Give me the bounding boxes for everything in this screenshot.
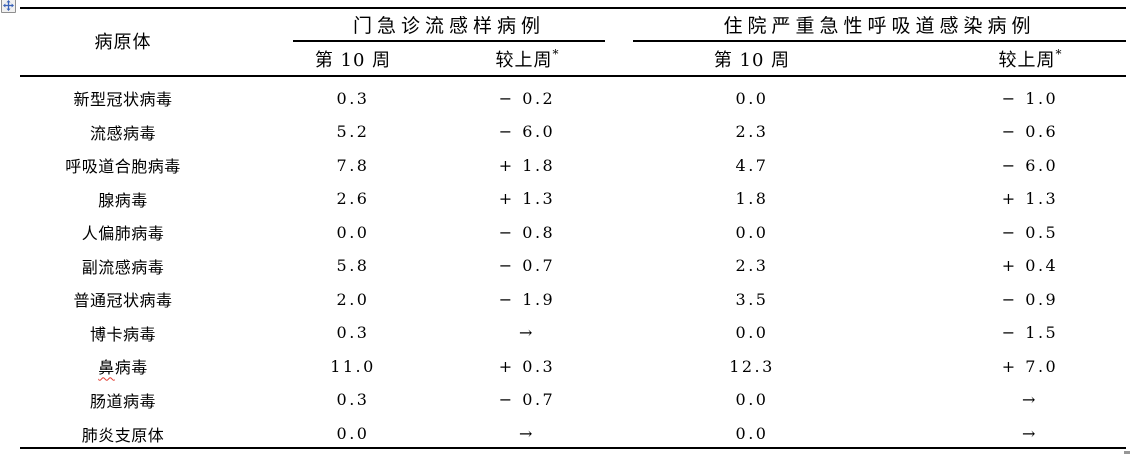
- ili-week10-cell: 0.3: [336, 323, 370, 343]
- subheader-ili-change: 较上周 *: [495, 46, 559, 71]
- table-row: 肠道病毒 0.3 − 0.7 0.0 →: [0, 383, 1131, 417]
- ili-week10-cell: 0.3: [336, 390, 370, 410]
- ili-week10-cell: 2.6: [336, 189, 370, 209]
- ili-week10-cell: 0.0: [336, 424, 370, 443]
- pathogen-cell: 肺炎支原体: [81, 425, 165, 445]
- sari-week10-cell: 0.0: [735, 222, 769, 242]
- pathogen-cell: 呼吸道合胞病毒: [65, 157, 181, 177]
- ili-change-cell: − 0.7: [498, 256, 556, 276]
- pathogen-cell: 博卡病毒: [89, 324, 156, 344]
- sari-week10-cell: 0.0: [735, 424, 769, 443]
- ili-week10-cell: 0.3: [336, 88, 370, 108]
- table-top-rule: [20, 7, 1126, 9]
- ili-change-cell: − 1.9: [498, 289, 556, 309]
- sari-change-cell: − 0.6: [1001, 122, 1059, 142]
- table-resize-handle[interactable]: [1124, 451, 1130, 454]
- ili-change-cell: + 1.3: [498, 189, 556, 209]
- sari-week10-cell: 12.3: [729, 356, 775, 376]
- sari-change-cell: →: [1022, 424, 1038, 443]
- pathogen-cell: 肠道病毒: [89, 391, 156, 411]
- sari-change-cell: + 7.0: [1001, 356, 1059, 376]
- table-move-handle-icon[interactable]: [1, 0, 16, 13]
- pathogen-cell: 鼻病毒: [20, 349, 226, 383]
- ili-change-cell: →: [519, 424, 535, 443]
- sari-week10-cell: 2.3: [735, 256, 769, 276]
- sari-change-cell: − 1.5: [1001, 323, 1059, 343]
- subheader-label: 较上周: [998, 49, 1056, 71]
- subheader-label: 第 10 周: [314, 49, 392, 71]
- ili-change-cell: + 1.8: [498, 155, 556, 175]
- ili-change-cell: + 0.3: [498, 356, 556, 376]
- table-bottom-rule: [20, 447, 1126, 449]
- group2-underline-rule: [633, 40, 1126, 42]
- corner-header-pathogen: 病原体: [94, 32, 152, 53]
- sari-change-cell: − 0.9: [1001, 289, 1059, 309]
- sari-week10-cell: 0.0: [735, 390, 769, 410]
- pathogen-cell: 腺病毒: [98, 190, 148, 210]
- subheader-label: 第 10 周: [713, 49, 791, 71]
- table-row: 肺炎支原体 0.0 → 0.0 →: [0, 417, 1131, 451]
- spellcheck-underlined-char: 鼻: [98, 358, 115, 378]
- pathogen-cell: 新型冠状病毒: [73, 90, 173, 109]
- sari-week10-cell: 3.5: [735, 289, 769, 309]
- ili-change-cell: − 0.2: [498, 88, 556, 108]
- sari-week10-cell: 0.0: [735, 88, 769, 108]
- pathogen-cell: 人偏肺病毒: [81, 224, 165, 244]
- subheader-sari-change: 较上周 *: [998, 46, 1062, 71]
- table-row: 普通冠状病毒 2.0 − 1.9 3.5 − 0.9: [0, 282, 1131, 316]
- table-row: 人偏肺病毒 0.0 − 0.8 0.0 − 0.5: [0, 215, 1131, 249]
- table-row: 新型冠状病毒 0.3 − 0.2 0.0 − 1.0: [0, 81, 1131, 115]
- sari-change-cell: + 0.4: [1001, 256, 1059, 276]
- table-row: 腺病毒 2.6 + 1.3 1.8 + 1.3: [0, 182, 1131, 216]
- ili-week10-cell: 5.8: [336, 256, 370, 276]
- header-bottom-rule: [20, 75, 1126, 77]
- ili-week10-cell: 7.8: [336, 155, 370, 175]
- table-row: 鼻病毒 11.0 + 0.3 12.3 + 7.0: [0, 349, 1131, 383]
- table-row: 副流感病毒 5.8 − 0.7 2.3 + 0.4: [0, 249, 1131, 283]
- ili-change-cell: − 0.7: [498, 390, 556, 410]
- ili-week10-cell: 11.0: [330, 356, 376, 376]
- sari-week10-cell: 0.0: [735, 323, 769, 343]
- subheader-label: 较上周: [495, 49, 553, 71]
- sari-week10-cell: 2.3: [735, 122, 769, 142]
- group1-underline-rule: [293, 40, 605, 42]
- ili-week10-cell: 0.0: [336, 222, 370, 242]
- pathogen-cell: 普通冠状病毒: [73, 291, 173, 311]
- sari-week10-cell: 4.7: [735, 155, 769, 175]
- sari-change-cell: − 0.5: [1001, 222, 1059, 242]
- sari-change-cell: + 1.3: [1001, 189, 1059, 209]
- sari-change-cell: − 6.0: [1001, 155, 1059, 175]
- move-cross-icon: [3, 0, 14, 11]
- pathogen-cell: 流感病毒: [89, 123, 156, 143]
- table-row: 呼吸道合胞病毒 7.8 + 1.8 4.7 − 6.0: [0, 148, 1131, 182]
- ili-change-cell: − 0.8: [498, 222, 556, 242]
- subheader-sari-week10: 第 10 周: [672, 43, 832, 74]
- sari-change-cell: − 1.0: [1001, 88, 1059, 108]
- pathogen-cell: 副流感病毒: [81, 257, 165, 277]
- sari-week10-cell: 1.8: [735, 189, 769, 209]
- subheader-ili-week10: 第 10 周: [273, 43, 433, 74]
- group-header-ili: 门急诊流感样病例: [352, 15, 545, 37]
- ili-week10-cell: 5.2: [336, 122, 370, 142]
- ili-week10-cell: 2.0: [336, 289, 370, 309]
- ili-change-cell: − 6.0: [498, 122, 556, 142]
- group-header-sari: 住院严重急性呼吸道感染病例: [723, 15, 1036, 37]
- table-row: 博卡病毒 0.3 → 0.0 − 1.5: [0, 316, 1131, 350]
- ili-change-cell: →: [519, 323, 535, 343]
- sari-change-cell: →: [1022, 390, 1038, 410]
- table-row: 流感病毒 5.2 − 6.0 2.3 − 0.6: [0, 115, 1131, 149]
